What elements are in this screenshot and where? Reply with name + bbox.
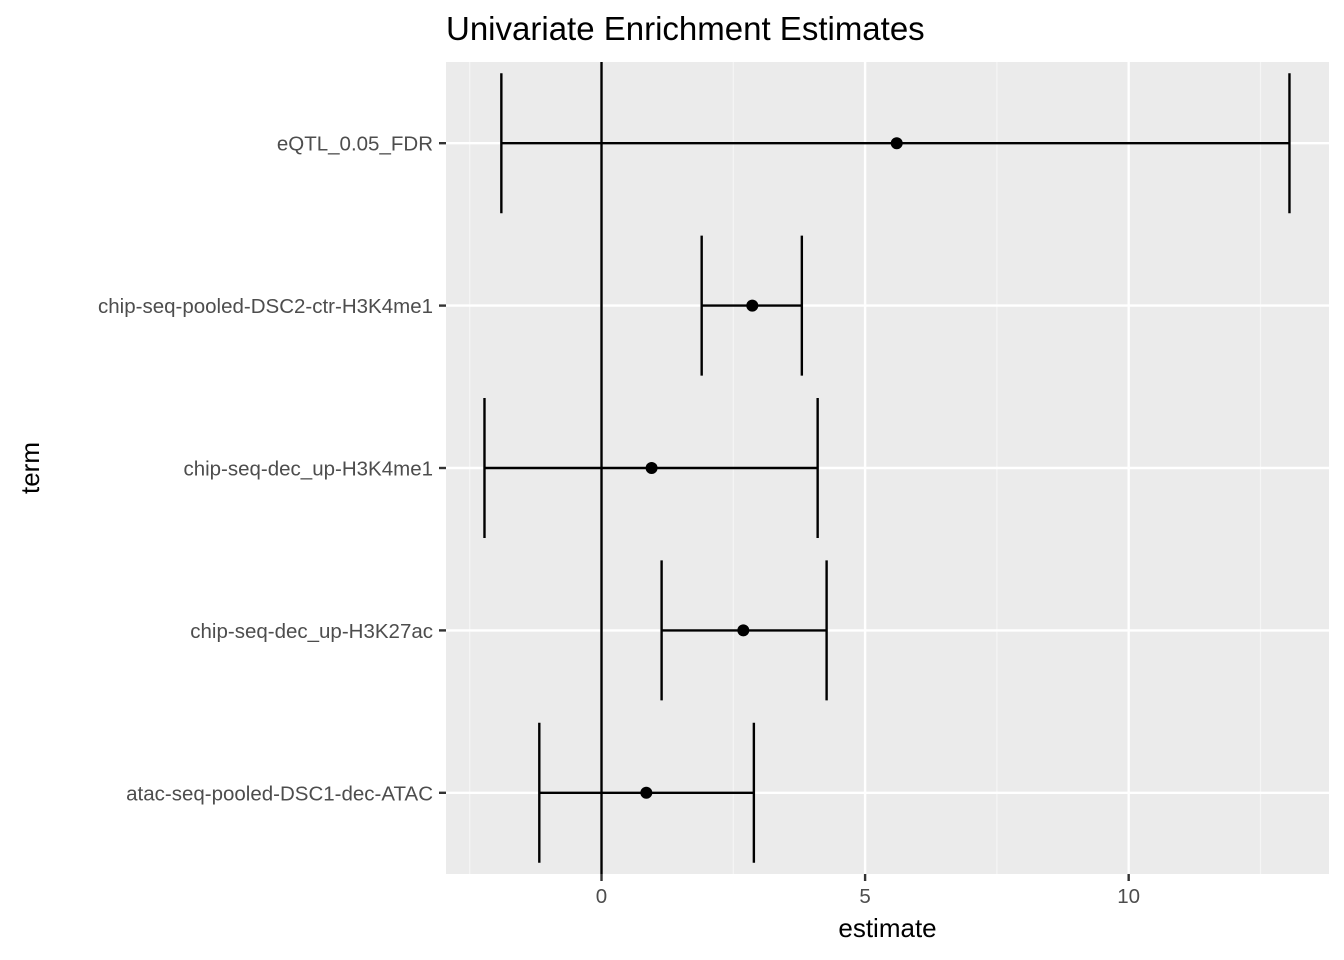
x-tick-label: 5 (859, 885, 870, 908)
estimate-point (737, 624, 750, 637)
x-tick-label: 0 (596, 885, 607, 908)
estimate-point (890, 137, 903, 150)
estimate-point (640, 786, 653, 799)
y-tick-label: atac-seq-pooled-DSC1-dec-ATAC (126, 782, 433, 805)
y-axis-title: term (15, 442, 45, 494)
x-axis: 0 5 10 (596, 874, 1140, 908)
y-tick-label: eQTL_0.05_FDR (277, 133, 433, 156)
estimate-point (746, 299, 759, 312)
chart-title: Univariate Enrichment Estimates (446, 10, 925, 47)
x-tick-label: 10 (1117, 885, 1140, 908)
marks-layer (483, 73, 1291, 863)
x-axis-title: estimate (838, 913, 936, 943)
y-tick-label: chip-seq-pooled-DSC2-ctr-H3K4me1 (98, 295, 433, 318)
estimate-point (645, 462, 658, 474)
y-axis: atac-seq-pooled-DSC1-dec-ATAC chip-seq-de… (98, 133, 446, 805)
y-tick-label: chip-seq-dec_up-H3K4me1 (183, 458, 433, 481)
y-tick-label: chip-seq-dec_up-H3K27ac (190, 620, 433, 643)
